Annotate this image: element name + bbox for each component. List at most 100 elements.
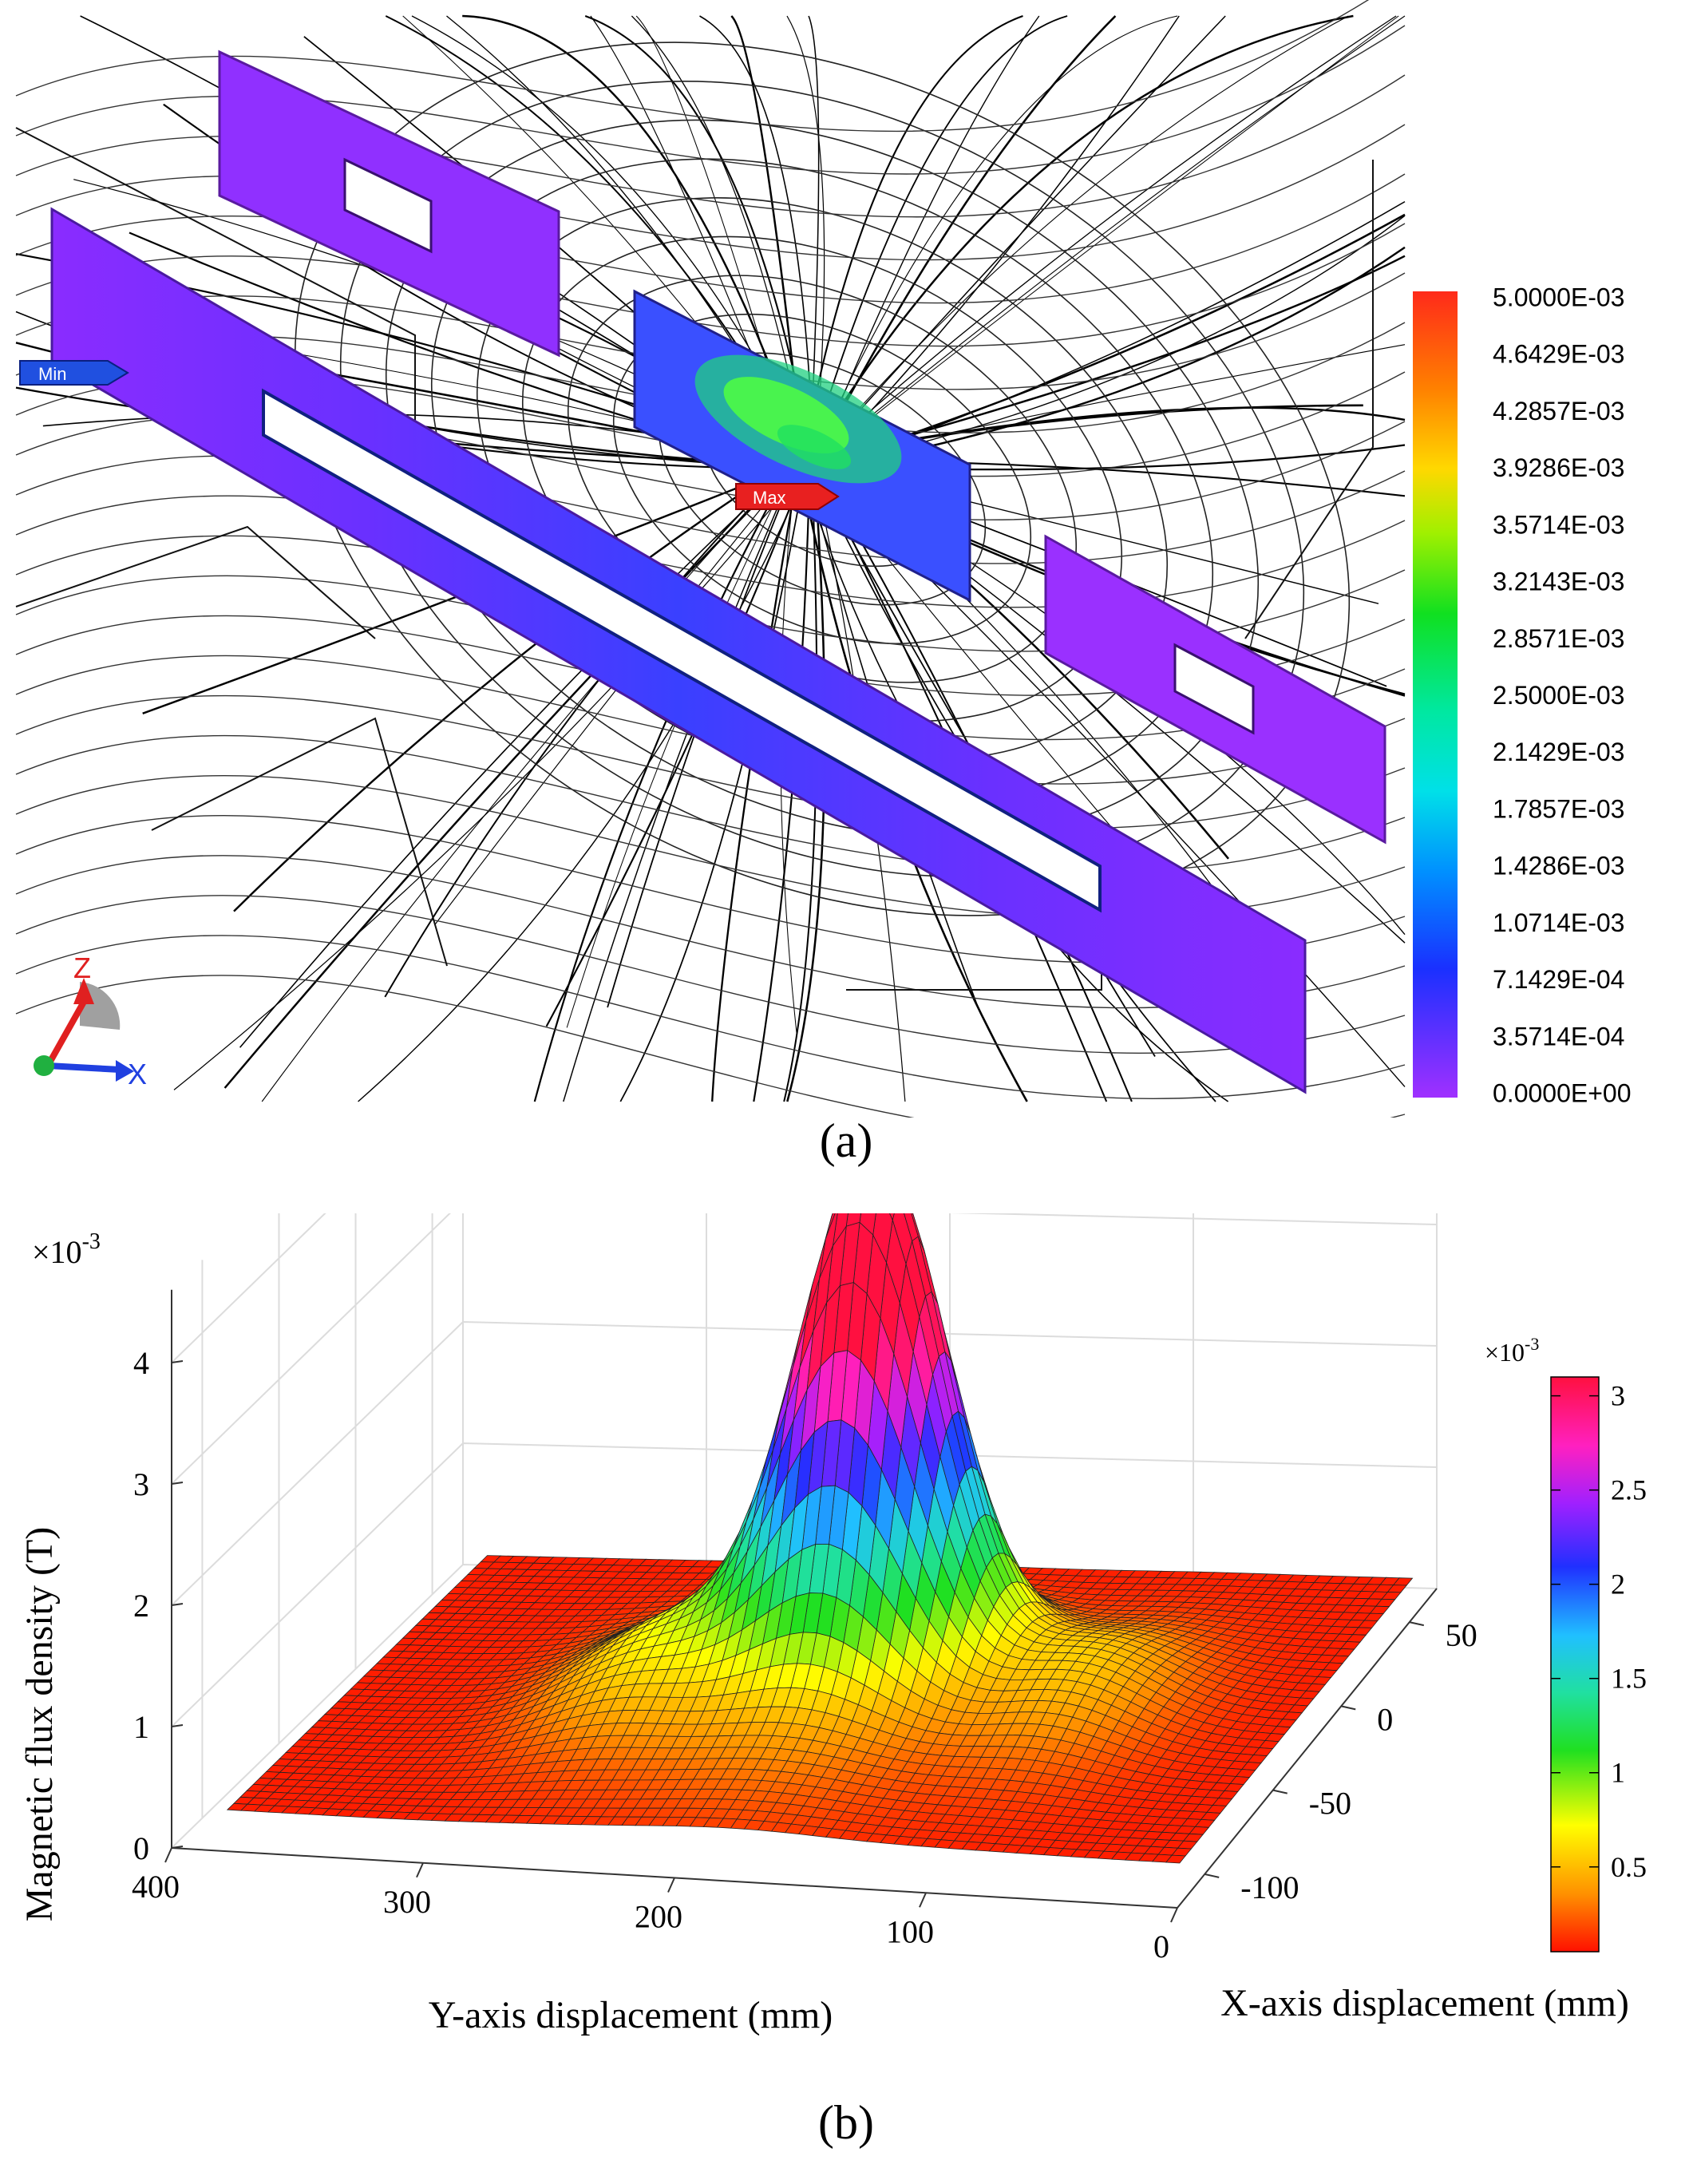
axis-triad-icon: Z X <box>34 952 147 1090</box>
colorbar-a-tick-label: 0.0000E+00 <box>1493 1078 1632 1107</box>
colorbar-a-tick-label: 3.2143E-03 <box>1493 568 1624 596</box>
field-line <box>837 344 1406 457</box>
field-line <box>833 15 1180 452</box>
field-line <box>699 15 813 440</box>
x-axis-line <box>1177 1588 1438 1909</box>
colorbar-b-tick-label: 3 <box>1611 1380 1625 1412</box>
field-line-outer <box>15 74 1406 218</box>
field-line <box>783 486 818 1102</box>
z-tick <box>171 1846 184 1849</box>
field-line <box>563 482 789 1102</box>
z-tick <box>171 1724 184 1727</box>
z-tick <box>171 1360 184 1363</box>
field-line <box>837 215 1406 465</box>
x-tick-label: 50 <box>1446 1617 1477 1653</box>
colorbar-a-tick-label: 1.7857E-03 <box>1493 794 1624 823</box>
x-tick <box>1409 1621 1425 1627</box>
y-axis-label: Y-axis displacement (mm) <box>429 1994 833 2036</box>
field-line <box>711 485 797 1102</box>
z-tick-label: 3 <box>133 1466 149 1502</box>
field-line-outer <box>15 455 1406 564</box>
field-line <box>619 486 803 1102</box>
colorbar-a-tick-label: 2.1429E-03 <box>1493 738 1624 766</box>
field-line <box>827 15 1226 446</box>
colorbar-b: ×10-3 3 2.5 2 1.5 1 0.5 <box>1485 1334 1647 1953</box>
surface-mesh <box>226 1145 1414 1864</box>
field-line <box>808 15 820 440</box>
field-line-outer <box>15 0 1370 133</box>
chart-gridlines <box>171 1006 1438 1849</box>
field-line <box>462 14 799 441</box>
y-tick <box>667 1877 675 1893</box>
axis-x-label: X <box>128 1058 147 1090</box>
field-line <box>817 14 1354 442</box>
z-tick <box>171 1603 184 1606</box>
z-tick-label: 0 <box>133 1830 149 1866</box>
field-line <box>826 15 1349 445</box>
frame-edge <box>15 525 376 639</box>
long-main-plate <box>50 207 1307 1094</box>
sensor-plate <box>633 289 971 603</box>
colorbar-a-tick-label: 3.9286E-03 <box>1493 453 1624 482</box>
field-line <box>545 485 800 1027</box>
field-line <box>223 477 782 1089</box>
field-line-outer <box>15 734 1406 874</box>
field-line <box>786 15 825 441</box>
field-line <box>836 255 1406 457</box>
y-tick <box>919 1892 927 1908</box>
field-line <box>384 473 779 998</box>
field-line-outer <box>15 124 1406 261</box>
upper-left-plate <box>218 49 560 358</box>
field-line-outer <box>15 935 1406 1099</box>
axis-z-label: Z <box>73 952 91 984</box>
y-tick-label: 0 <box>1153 1929 1169 1964</box>
x-tick-label: 0 <box>1377 1701 1393 1737</box>
field-line <box>820 15 1178 442</box>
colorbar-a: 5.0000E-03 4.6429E-03 4.2857E-03 3.9286E-03… <box>1413 283 1632 1107</box>
x-tick <box>1341 1705 1356 1711</box>
panel-a-caption: (a) <box>819 1114 873 1167</box>
field-line <box>823 15 1117 444</box>
colorbar-b-gradient <box>1550 1376 1600 1953</box>
field-line <box>822 15 1040 443</box>
field-line-outer <box>15 173 1406 304</box>
y-tick-label: 400 <box>132 1869 180 1905</box>
x-tick-label: -50 <box>1309 1786 1351 1822</box>
colorbar-a-tick-label: 2.8571E-03 <box>1493 624 1624 653</box>
y-tick-label: 100 <box>886 1913 934 1949</box>
field-simulation-figure: Min Max Z X 5.0000E-03 4.6429E-03 4.2857E-… <box>15 0 1632 1145</box>
field-line-outer <box>15 25 1406 175</box>
right-plate <box>1044 534 1386 845</box>
colorbar-b-multiplier: ×10-3 <box>1485 1334 1539 1367</box>
colorbar-a-tick-label: 3.5714E-03 <box>1493 510 1624 539</box>
field-line-outer <box>15 895 1406 1054</box>
z-tick-label: 1 <box>133 1709 149 1745</box>
min-marker: Min <box>19 360 129 386</box>
colorbar-a-tick-label: 1.4286E-03 <box>1493 852 1624 880</box>
field-line <box>829 15 1397 447</box>
field-line <box>837 200 1406 462</box>
field-line-outer <box>15 655 1406 785</box>
field-line <box>433 480 785 926</box>
colorbar-b-tick-label: 0.5 <box>1611 1851 1647 1883</box>
max-marker: Max <box>735 483 840 510</box>
surface-chart: 0 1 2 3 4 400 300 200 100 0 -100 -50 0 50 ×10-3 Magne… <box>18 1006 1647 2036</box>
colorbar-b-tick-label: 2 <box>1611 1569 1625 1600</box>
y-tick <box>1170 1907 1178 1923</box>
y-tick-label: 200 <box>635 1899 682 1935</box>
colorbar-a-gradient <box>1413 291 1458 1098</box>
field-line <box>239 476 781 1048</box>
panel-b-surface-chart: 0 1 2 3 4 400 300 200 100 0 -100 -50 0 50 ×10-3 Magne… <box>0 1006 1693 2149</box>
colorbar-a-tick-label: 4.2857E-03 <box>1493 397 1624 425</box>
max-marker-label: Max <box>753 488 786 508</box>
min-marker-label: Min <box>38 364 66 384</box>
field-line <box>584 15 809 440</box>
colorbar-a-tick-label: 1.0714E-03 <box>1493 908 1624 937</box>
x-tick-label: -100 <box>1240 1869 1299 1905</box>
colorbar-a-tick-label: 7.1429E-04 <box>1493 965 1624 994</box>
z-axis-label: Magnetic flux density (T) <box>18 1527 61 1922</box>
colorbar-b-tick-label: 1.5 <box>1611 1663 1647 1695</box>
z-tick-label: 2 <box>133 1588 149 1624</box>
surface-patch <box>689 1817 710 1827</box>
panel-a-field-simulation: Min Max Z X 5.0000E-03 4.6429E-03 4.2857E-… <box>15 0 1632 1167</box>
